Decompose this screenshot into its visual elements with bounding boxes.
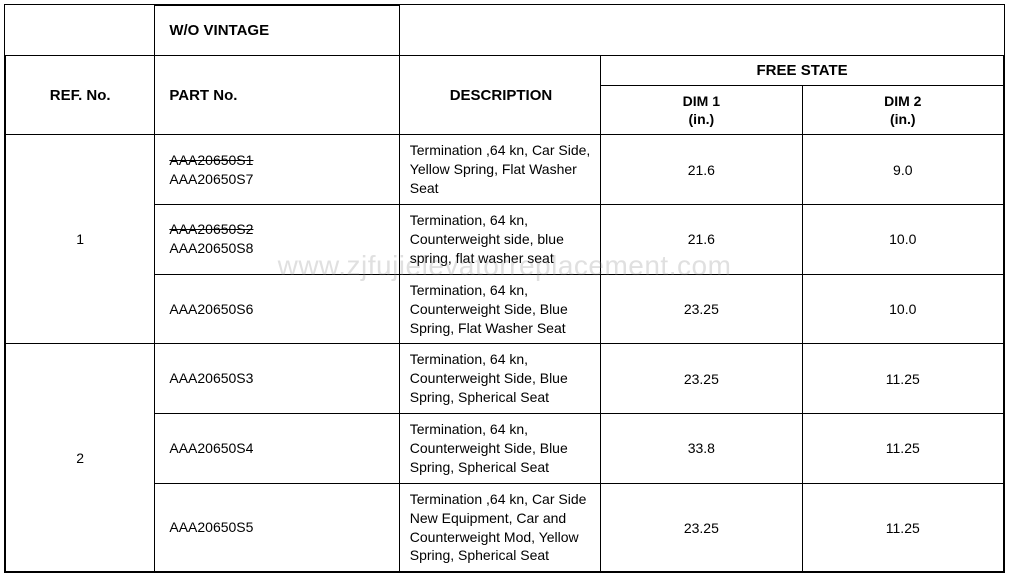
dim2-cell: 11.25 [802,414,1003,484]
dim2-cell: 10.0 [802,274,1003,344]
table-row: AAA20650S4 Termination, 64 kn, Counterwe… [6,414,1004,484]
table-row: AAA20650S2 AAA20650S8 Termination, 64 kn… [6,205,1004,275]
dim2-cell: 10.0 [802,205,1003,275]
part-number: AAA20650S8 [169,240,253,256]
dim2-header: DIM 2 (in.) [802,86,1003,135]
dim2-unit: (in.) [890,111,916,127]
dim1-cell: 23.25 [601,344,802,414]
desc-cell: Termination, 64 kn, Counterweight Side, … [399,344,600,414]
part-cell: AAA20650S6 [155,274,399,344]
part-number: AAA20650S6 [169,301,253,317]
parts-table-container: W/O VINTAGE REF. No. PART No. DESCRIPTIO… [4,4,1005,573]
description-header: DESCRIPTION [399,56,600,135]
desc-cell: Termination, 64 kn, Counterweight Side, … [399,274,600,344]
dim1-cell: 23.25 [601,274,802,344]
dim1-cell: 33.8 [601,414,802,484]
part-number: AAA20650S5 [169,519,253,535]
dim1-cell: 21.6 [601,135,802,205]
part-cell: AAA20650S5 [155,483,399,572]
dim1-cell: 21.6 [601,205,802,275]
part-cell: AAA20650S4 [155,414,399,484]
table-row: AAA20650S5 Termination ,64 kn, Car Side … [6,483,1004,572]
table-row: AAA20650S6 Termination, 64 kn, Counterwe… [6,274,1004,344]
desc-cell: Termination ,64 kn, Car Side, Yellow Spr… [399,135,600,205]
dim1-label: DIM 1 [683,93,720,109]
dim2-cell: 9.0 [802,135,1003,205]
header-row-vintage: W/O VINTAGE [6,6,1004,56]
empty-cell [6,6,155,56]
part-number: AAA20650S4 [169,440,253,456]
part-cell: AAA20650S1 AAA20650S7 [155,135,399,205]
part-strike: AAA20650S1 [169,152,253,168]
dim2-cell: 11.25 [802,483,1003,572]
desc-cell: Termination ,64 kn, Car Side New Equipme… [399,483,600,572]
desc-cell: Termination, 64 kn, Counterweight side, … [399,205,600,275]
parts-table: W/O VINTAGE REF. No. PART No. DESCRIPTIO… [5,5,1004,572]
header-row-main: REF. No. PART No. DESCRIPTION FREE STATE [6,56,1004,86]
dim1-cell: 23.25 [601,483,802,572]
part-number: AAA20650S3 [169,370,253,386]
wo-vintage-header: W/O VINTAGE [155,6,399,56]
dim1-header: DIM 1 (in.) [601,86,802,135]
part-cell: AAA20650S2 AAA20650S8 [155,205,399,275]
table-row: 2 AAA20650S3 Termination, 64 kn, Counter… [6,344,1004,414]
dim2-label: DIM 2 [884,93,921,109]
ref-cell: 1 [6,135,155,344]
dim1-unit: (in.) [689,111,715,127]
part-number: AAA20650S7 [169,171,253,187]
part-strike: AAA20650S2 [169,221,253,237]
table-row: 1 AAA20650S1 AAA20650S7 Termination ,64 … [6,135,1004,205]
ref-cell: 2 [6,344,155,572]
empty-cell [399,6,1003,56]
dim2-cell: 11.25 [802,344,1003,414]
free-state-header: FREE STATE [601,56,1004,86]
desc-cell: Termination, 64 kn, Counterweight Side, … [399,414,600,484]
part-no-header: PART No. [155,56,399,135]
ref-no-header: REF. No. [6,56,155,135]
part-cell: AAA20650S3 [155,344,399,414]
